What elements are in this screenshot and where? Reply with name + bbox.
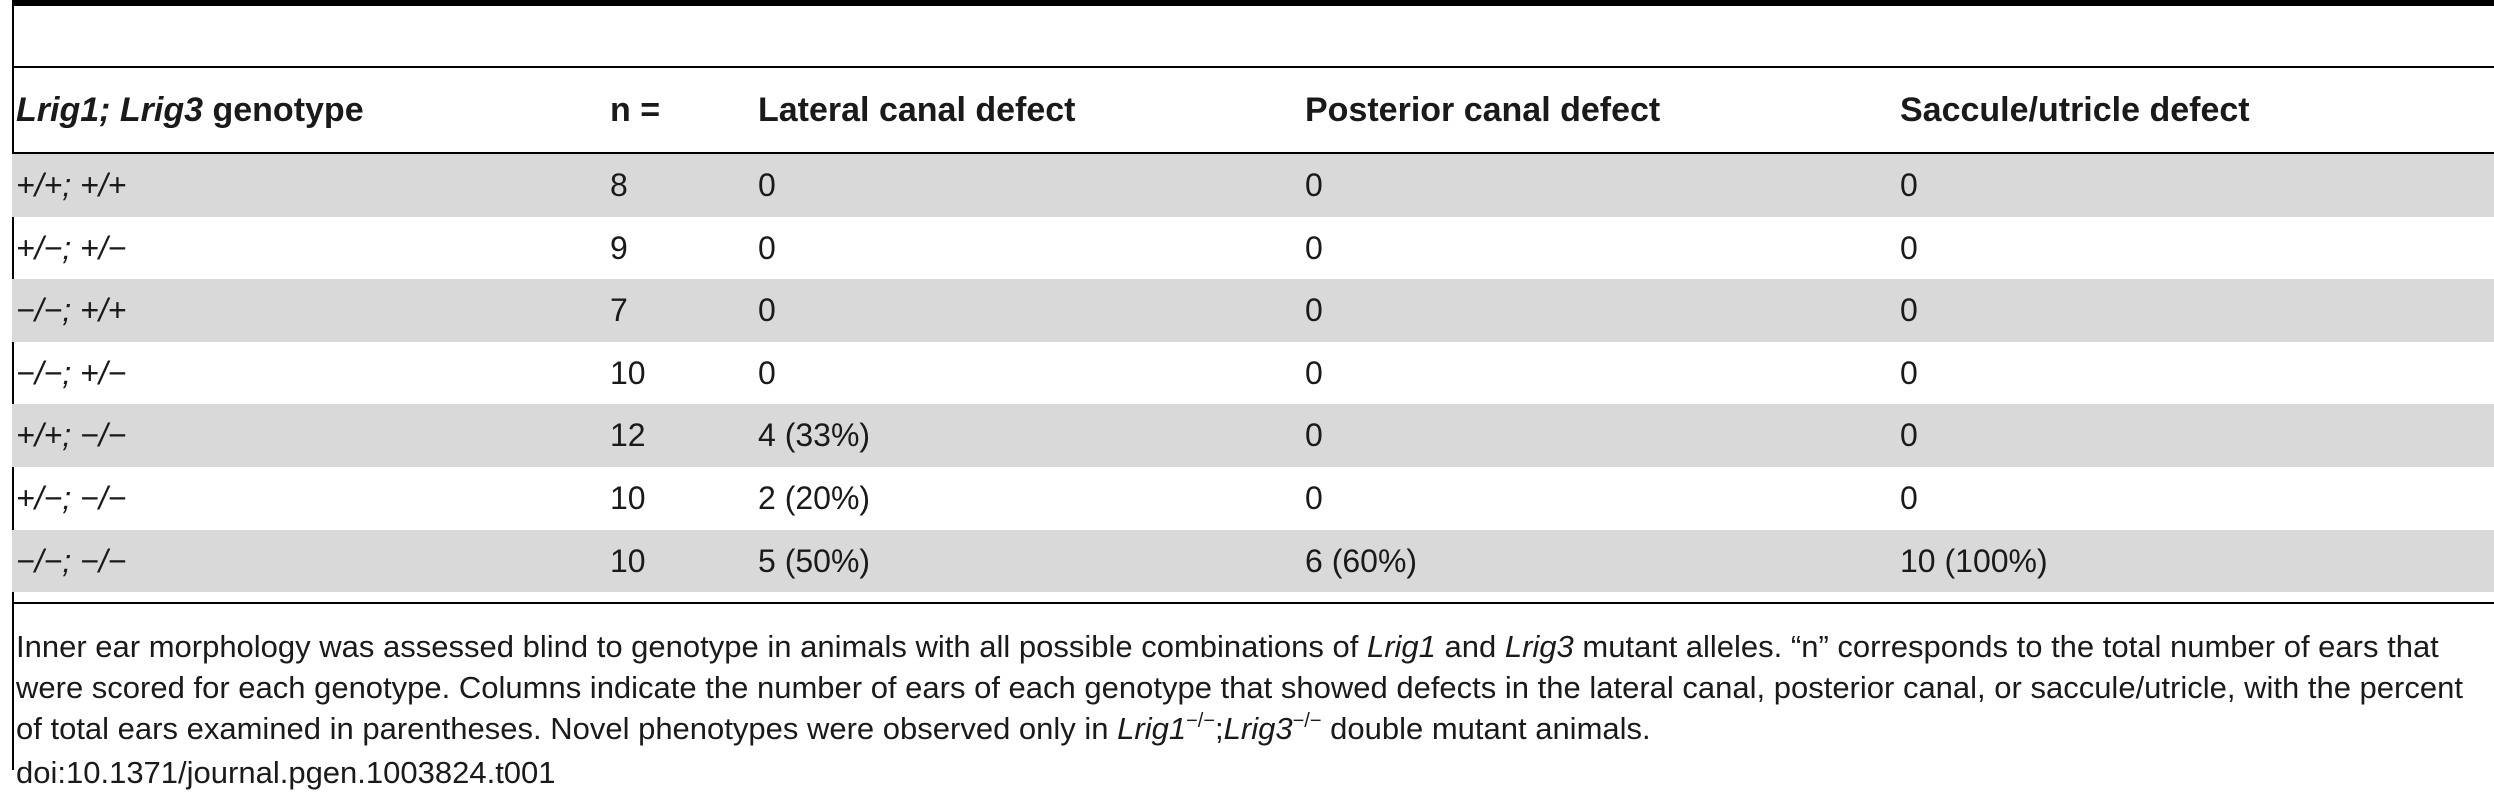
cell-n: 10 <box>610 479 646 516</box>
cell-saccule: 0 <box>1900 167 1918 203</box>
cell-lateral: 0 <box>758 229 776 266</box>
table-row: −/−; −/− 10 5 (50%) 6 (60%) 10 (100%) <box>12 529 2494 593</box>
cell-posterior: 0 <box>1305 167 1323 203</box>
cell-saccule: 0 <box>1900 229 1918 266</box>
table-footnote: Inner ear morphology was assessed blind … <box>16 629 2463 746</box>
table-row: +/+; −/− 12 4 (33%) 0 0 <box>12 404 2494 467</box>
table-header: Lrig1; Lrig3 genotype n = Lateral canal … <box>12 68 2494 152</box>
header-posterior: Posterior canal defect <box>1305 91 1661 129</box>
header-genotype: Lrig1; Lrig3 genotype <box>16 91 364 129</box>
cell-saccule: 0 <box>1900 354 1918 391</box>
header-rule-bottom <box>12 152 2494 154</box>
cell-lateral: 0 <box>758 167 776 203</box>
header-lateral: Lateral canal defect <box>758 91 1076 129</box>
cell-genotype: +/−; +/− <box>16 229 127 266</box>
table-body: +/+; +/+ 8 0 0 0 +/−; +/− 9 0 0 0 −/−; +… <box>12 154 2494 593</box>
cell-lateral: 5 (50%) <box>758 542 871 579</box>
cell-posterior: 0 <box>1305 417 1323 454</box>
doi-link[interactable]: doi:10.1371/journal.pgen.1003824.t001 <box>16 755 556 790</box>
cell-posterior: 0 <box>1305 292 1323 329</box>
top-border <box>12 0 2494 6</box>
table-row: +/−; +/− 9 0 0 0 <box>12 217 2494 280</box>
cell-n: 10 <box>610 542 646 579</box>
cell-posterior: 0 <box>1305 229 1323 266</box>
cell-genotype: +/+; +/+ <box>16 167 127 203</box>
header-rule-top <box>12 66 2494 68</box>
cell-lateral: 4 (33%) <box>758 417 871 454</box>
cell-n: 8 <box>610 167 628 203</box>
cell-n: 12 <box>610 417 646 454</box>
cell-genotype: −/−; −/− <box>16 542 127 579</box>
cell-lateral: 0 <box>758 292 776 329</box>
cell-n: 10 <box>610 354 646 391</box>
table-rule-bottom <box>12 602 2494 604</box>
left-border <box>12 0 14 770</box>
header-n: n = <box>610 91 661 129</box>
cell-n: 7 <box>610 292 628 329</box>
table-row: +/−; −/− 10 2 (20%) 0 0 <box>12 467 2494 530</box>
cell-saccule: 0 <box>1900 292 1918 329</box>
table-row: +/+; +/+ 8 0 0 0 <box>12 154 2494 217</box>
cell-posterior: 0 <box>1305 479 1323 516</box>
cell-saccule: 0 <box>1900 417 1918 454</box>
cell-posterior: 6 (60%) <box>1305 542 1418 579</box>
cell-saccule: 0 <box>1900 479 1918 516</box>
cell-lateral: 0 <box>758 354 776 391</box>
cell-n: 9 <box>610 229 628 266</box>
cell-saccule: 10 (100%) <box>1900 542 2048 579</box>
table-row: −/−; +/+ 7 0 0 0 <box>12 279 2494 342</box>
table-row: −/−; +/− 10 0 0 0 <box>12 342 2494 405</box>
cell-lateral: 2 (20%) <box>758 479 871 516</box>
cell-genotype: −/−; +/− <box>16 354 127 391</box>
cell-genotype: −/−; +/+ <box>16 292 127 329</box>
cell-posterior: 0 <box>1305 354 1323 391</box>
header-saccule: Saccule/utricle defect <box>1900 91 2250 129</box>
cell-genotype: +/+; −/− <box>16 417 127 454</box>
cell-genotype: +/−; −/− <box>16 479 127 516</box>
